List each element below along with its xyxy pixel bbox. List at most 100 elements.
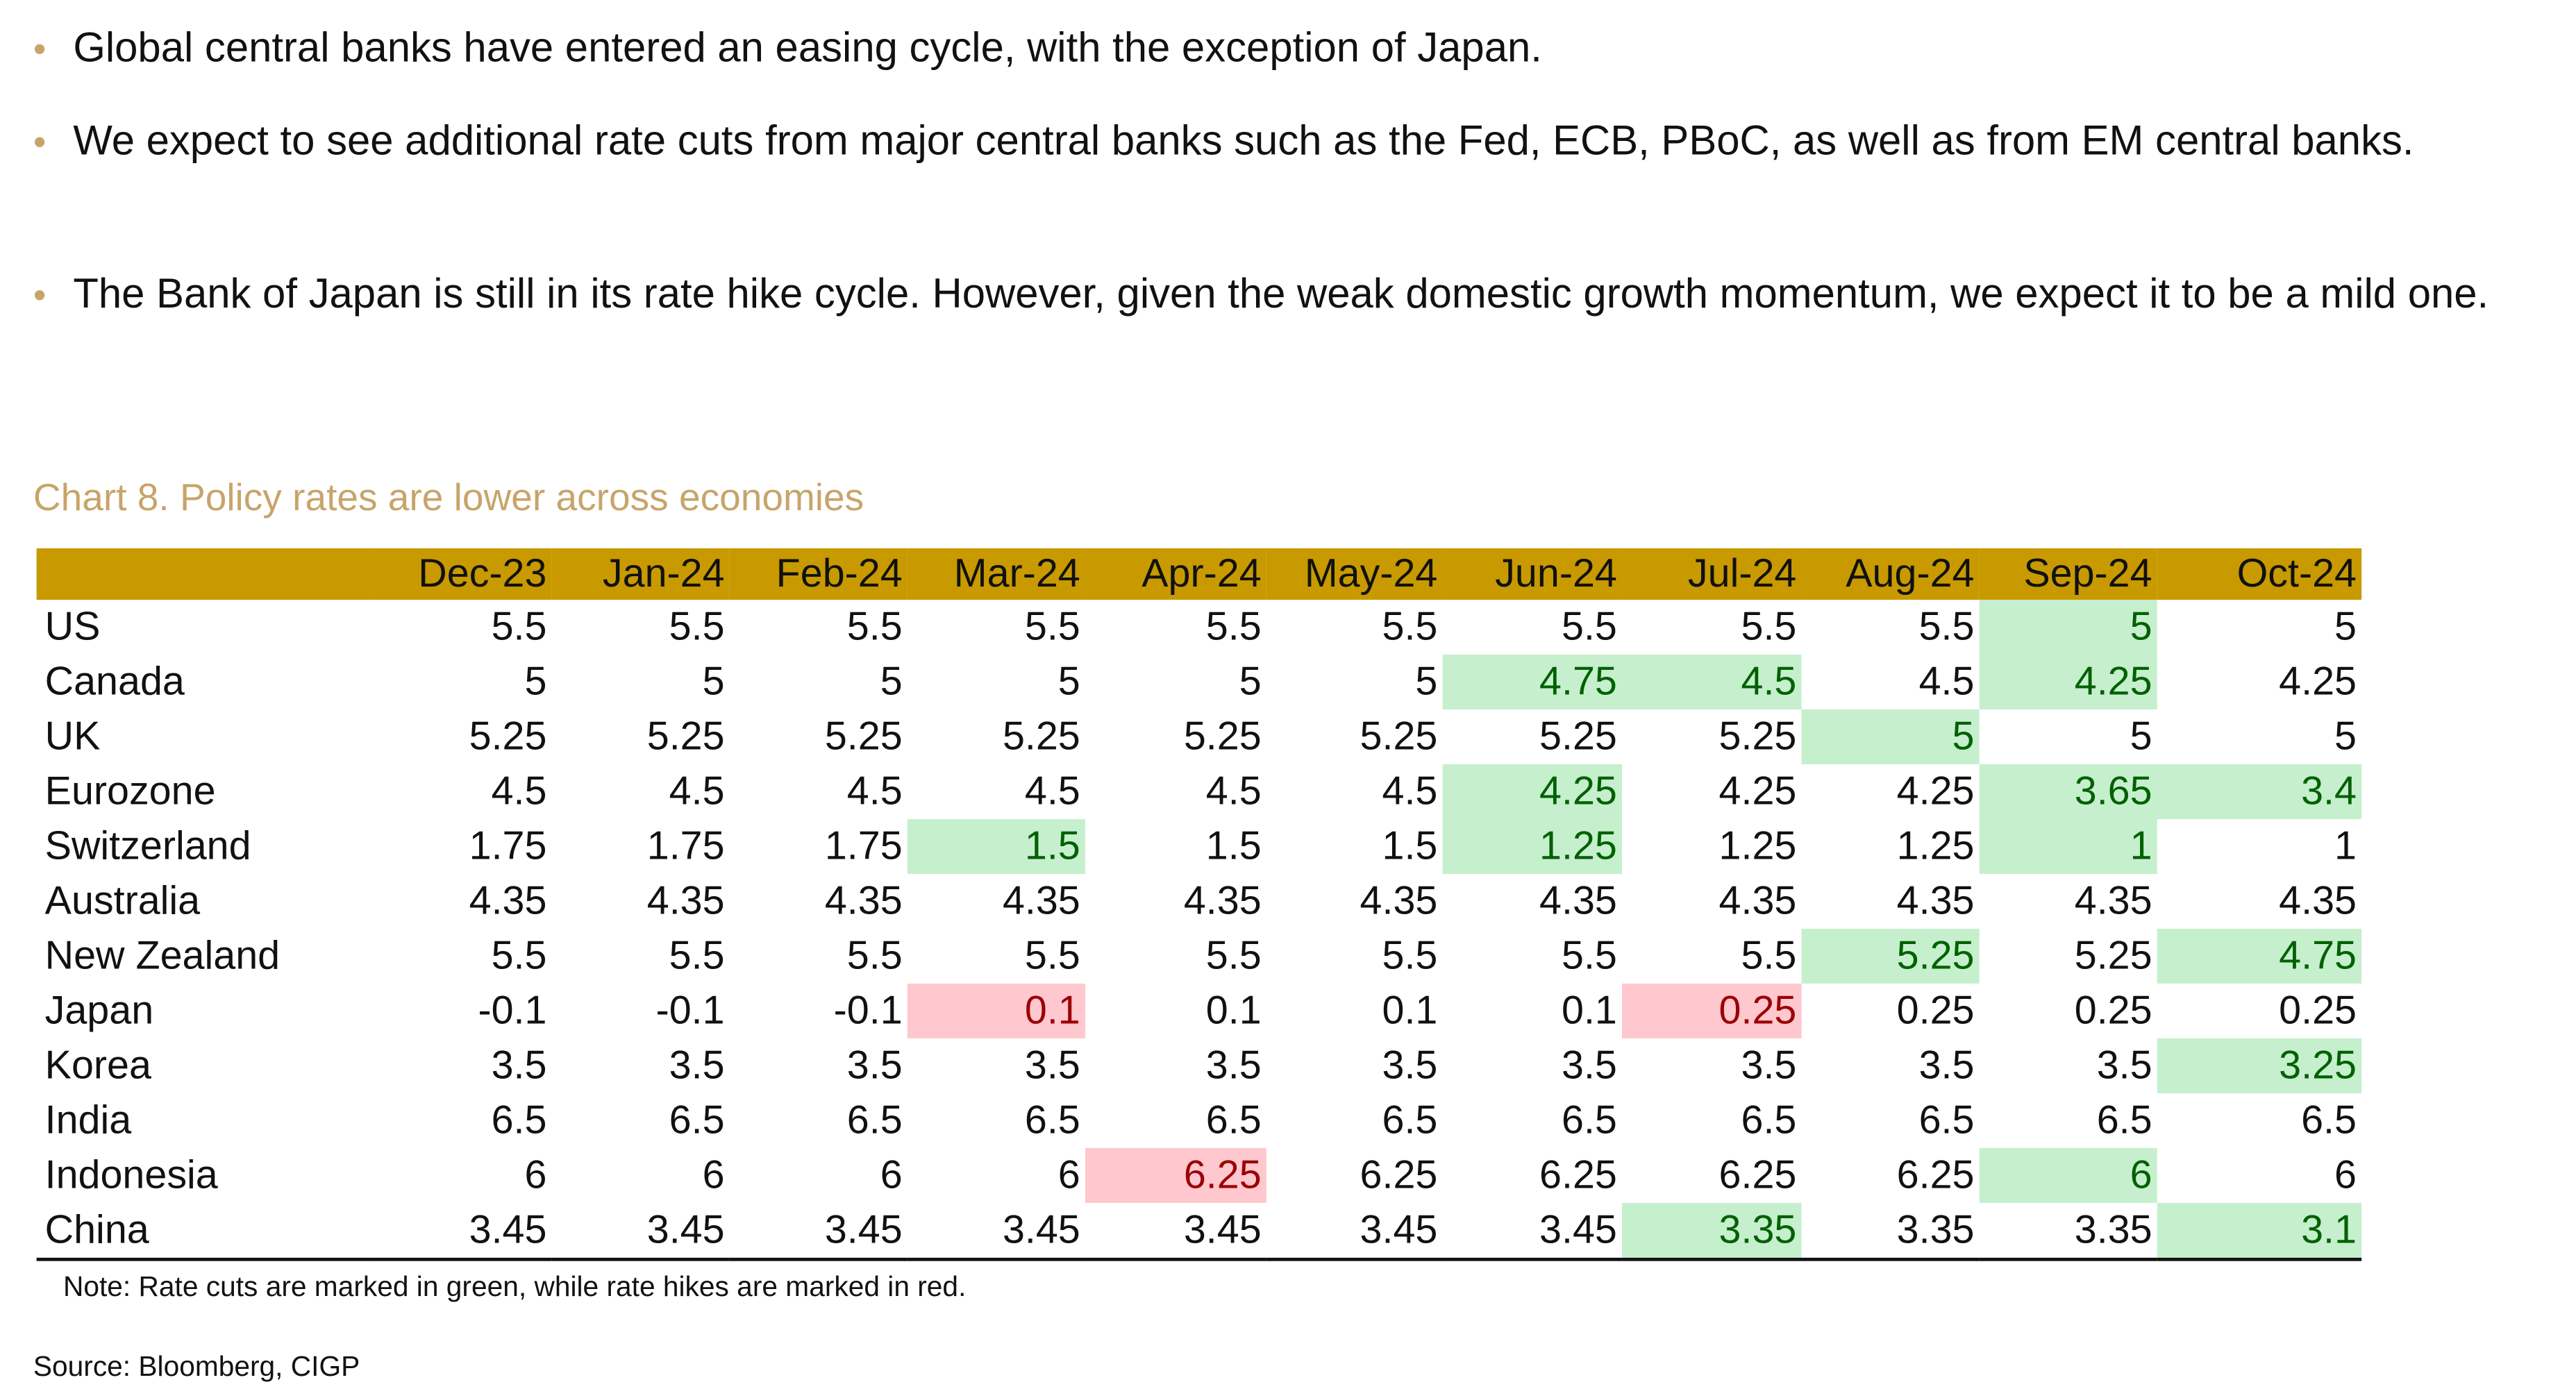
rate-cell: 1.5 xyxy=(1205,824,1262,869)
country-label: Indonesia xyxy=(44,1153,218,1198)
rate-cell-cut: 4.75 xyxy=(2157,928,2362,984)
rate-cell: 5.25 xyxy=(2074,934,2152,979)
rate-cell: 6 xyxy=(2334,1153,2357,1198)
rate-cell: 5.5 xyxy=(1741,934,1797,979)
rate-cell: 3.5 xyxy=(2096,1043,2152,1088)
rate-cell: 5.25 xyxy=(1718,714,1797,759)
country-label: Canada xyxy=(44,659,185,705)
rate-cell: 6.5 xyxy=(1205,1098,1262,1143)
rate-cell: 4.25 xyxy=(1896,769,1975,814)
table-row: UK 5.25 5.25 5.25 5.25 5.25 5.25 5.25 5.25 5 5 5 xyxy=(37,709,2362,765)
table-row: Canada 5 5 5 5 5 5 4.75 4.5 4.5 4.25 4.25 xyxy=(37,655,2362,710)
rate-cell: 5.25 xyxy=(824,714,903,759)
rate-cell: 6.5 xyxy=(669,1098,725,1143)
country-label: US xyxy=(44,605,101,650)
rate-cell: 5 xyxy=(880,659,903,705)
rate-cell: 1.75 xyxy=(646,824,725,869)
rate-cell: 5.5 xyxy=(1918,605,1975,650)
rate-cell-hike: 6.25 xyxy=(1085,1147,1266,1203)
rate-cell: 4.35 xyxy=(1896,879,1975,924)
rate-cell: 3.5 xyxy=(1561,1043,1617,1088)
rate-cell: 5.5 xyxy=(1561,934,1617,979)
country-label: Switzerland xyxy=(44,824,251,869)
table-row: India 6.5 6.5 6.5 6.5 6.5 6.5 6.5 6.5 6.5 6.5 6.5 xyxy=(37,1093,2362,1148)
country-label: UK xyxy=(44,714,101,759)
rate-cell: 5 xyxy=(2334,714,2357,759)
rate-cell: 5.5 xyxy=(1024,934,1080,979)
rate-cell-hike: 0.25 xyxy=(1622,983,1802,1038)
rate-cell: -0.1 xyxy=(833,988,903,1034)
bullet-point: • Global central banks have entered an ea… xyxy=(33,20,2525,78)
rate-cell-cut: 4.5 xyxy=(1622,655,1802,710)
country-label: Australia xyxy=(44,879,201,924)
rate-cell-cut: 4.25 xyxy=(1442,764,1623,819)
rate-cell: 3.45 xyxy=(1442,1202,1623,1261)
table-row: Switzerland 1.75 1.75 1.75 1.5 1.5 1.5 1.25 1.25… xyxy=(37,818,2362,874)
table-row: Indonesia 6 6 6 6 6.25 6.25 6.25 6.25 6.25 6 6 xyxy=(37,1147,2362,1203)
bullet-text: We expect to see additional rate cuts fr… xyxy=(73,117,2414,165)
rate-cell: 5.5 xyxy=(846,934,903,979)
rate-cell: -0.1 xyxy=(478,988,547,1034)
rate-cell: 4.5 xyxy=(1382,769,1438,814)
source-text: Source: Bloomberg, CIGP xyxy=(33,1350,360,1383)
rate-cell: 5.5 xyxy=(1741,605,1797,650)
column-header: Jan-24 xyxy=(551,548,730,600)
rate-cell: 4.5 xyxy=(1024,769,1080,814)
rate-cell: 6.25 xyxy=(1896,1153,1975,1198)
policy-rates-table: Dec-23 Jan-24 Feb-24 Mar-24 Apr-24 May-24 Jun-… xyxy=(36,548,2362,1261)
rate-cell: 1.75 xyxy=(824,824,903,869)
rate-cell: 3.45 xyxy=(907,1202,1085,1261)
rate-cell-cut: 4.25 xyxy=(1979,655,2157,710)
rate-cell: 5 xyxy=(1415,659,1438,705)
column-header: Mar-24 xyxy=(907,548,1085,600)
rate-cell-cut: 5 xyxy=(1979,600,2157,655)
rate-cell: 4.35 xyxy=(1360,879,1438,924)
table-row: US 5.5 5.5 5.5 5.5 5.5 5.5 5.5 5.5 5.5 5 5 xyxy=(37,600,2362,655)
rate-cell: 6.5 xyxy=(1561,1098,1617,1143)
rate-cell: 0.1 xyxy=(1382,988,1438,1034)
rate-cell: 5.5 xyxy=(1205,934,1262,979)
rate-cell: 3.35 xyxy=(1979,1202,2157,1261)
rate-cell-cut: 6 xyxy=(1979,1147,2157,1203)
column-header: May-24 xyxy=(1266,548,1443,600)
table-header-row: Dec-23 Jan-24 Feb-24 Mar-24 Apr-24 May-24 Jun-… xyxy=(36,548,2362,600)
column-header: Sep-24 xyxy=(1979,548,2157,600)
rate-cell: 4.35 xyxy=(1718,879,1797,924)
rate-cell: 3.5 xyxy=(1741,1043,1797,1088)
rate-cell: 6.25 xyxy=(1718,1153,1797,1198)
rate-cell-cut: 3.25 xyxy=(2157,1038,2362,1093)
rate-cell: 5 xyxy=(1057,659,1080,705)
rate-cell: 5 xyxy=(2130,714,2152,759)
country-label: China xyxy=(36,1202,374,1261)
rate-cell: 5.25 xyxy=(1539,714,1617,759)
rate-cell-cut: 5 xyxy=(1801,709,1980,765)
rate-cell: 6 xyxy=(524,1153,547,1198)
rate-cell: -0.1 xyxy=(655,988,725,1034)
bullet-text: Global central banks have entered an eas… xyxy=(73,24,1542,71)
rate-cell: 1.75 xyxy=(469,824,547,869)
table-row: New Zealand 5.5 5.5 5.5 5.5 5.5 5.5 5.5 5.5 5.25 5… xyxy=(37,928,2362,984)
rate-cell-cut: 1 xyxy=(1979,818,2157,874)
rate-cell: 3.5 xyxy=(846,1043,903,1088)
rate-cell: 1.25 xyxy=(1896,824,1975,869)
rate-cell: 4.35 xyxy=(1183,879,1262,924)
rate-cell: 6.25 xyxy=(1539,1153,1617,1198)
rate-cell: 1 xyxy=(2334,824,2357,869)
table-row: Eurozone 4.5 4.5 4.5 4.5 4.5 4.5 4.25 4.25 4.25 3.… xyxy=(37,764,2362,819)
rate-cell-cut: 3.35 xyxy=(1622,1202,1802,1261)
rate-cell: 4.5 xyxy=(491,769,547,814)
rate-cell: 6 xyxy=(1057,1153,1080,1198)
rate-cell: 3.45 xyxy=(551,1202,730,1261)
rate-cell: 4.35 xyxy=(2074,879,2152,924)
rate-cell: 0.1 xyxy=(1205,988,1262,1034)
rate-cell-cut: 3.65 xyxy=(1979,764,2157,819)
rate-cell: 5 xyxy=(702,659,725,705)
rate-cell: 6 xyxy=(880,1153,903,1198)
country-label: Korea xyxy=(44,1043,151,1088)
rate-cell: 5.5 xyxy=(669,934,725,979)
rate-cell: 3.45 xyxy=(1266,1202,1443,1261)
rate-cell: 5.5 xyxy=(1561,605,1617,650)
rate-cell-cut: 4.75 xyxy=(1442,655,1623,710)
bullet-icon: • xyxy=(33,121,47,163)
rate-cell: 5.25 xyxy=(646,714,725,759)
